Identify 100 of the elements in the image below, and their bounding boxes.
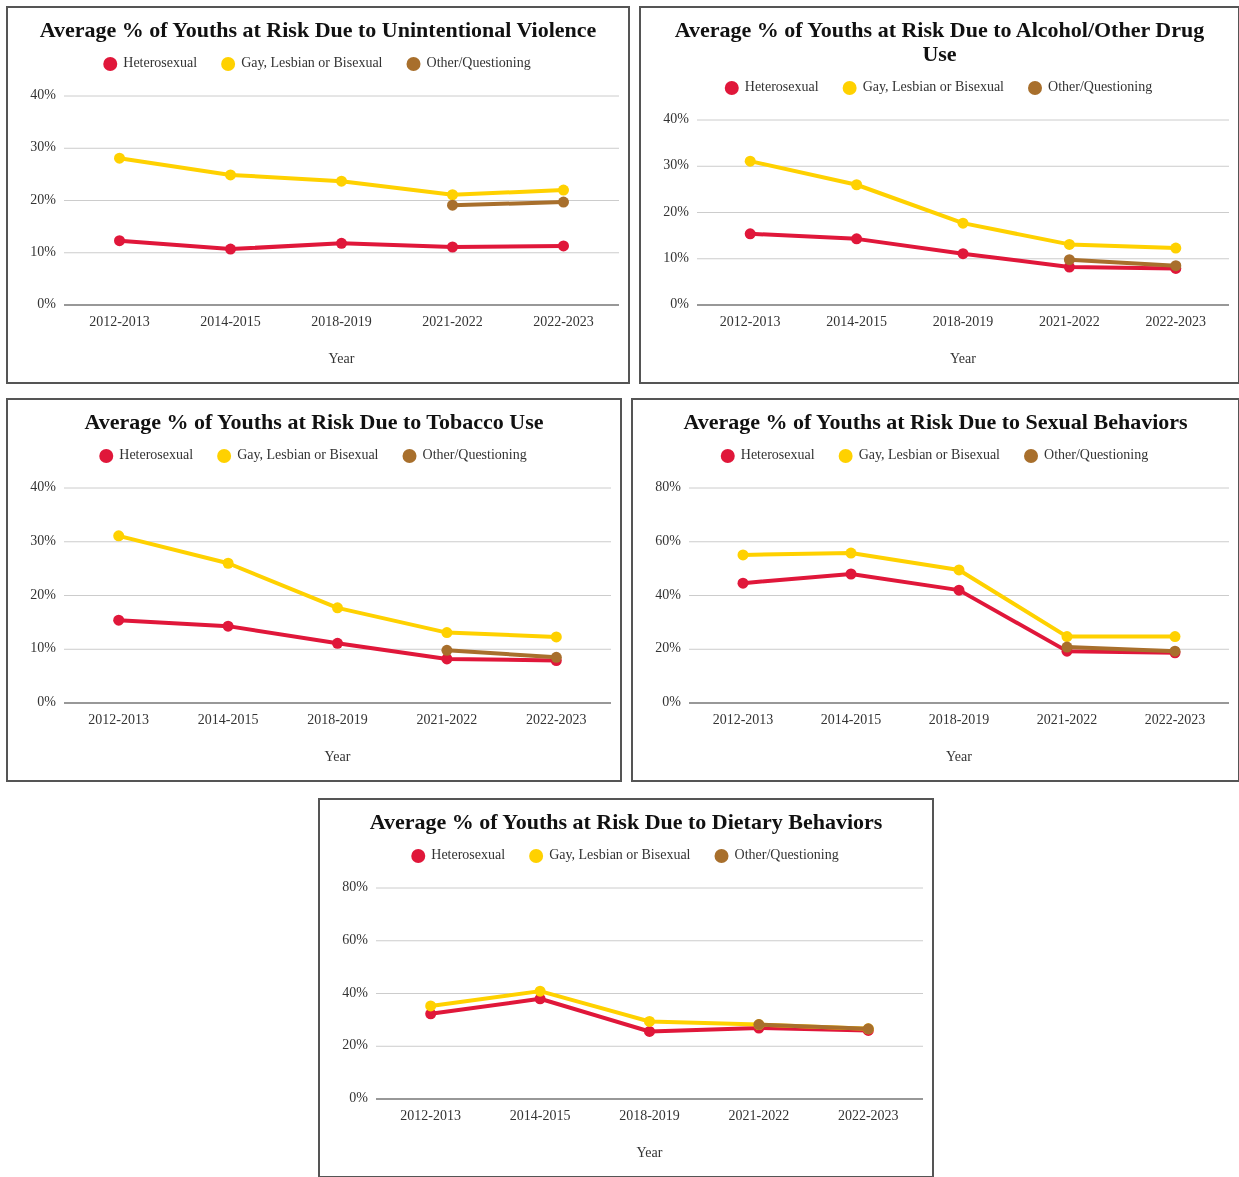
y-tick-label: 40% bbox=[30, 87, 57, 103]
y-tick-label: 40% bbox=[663, 111, 690, 127]
legend-label: Gay, Lesbian or Bisexual bbox=[241, 55, 383, 71]
chart-title: Average % of Youths at Risk Due to Unintentional Violence bbox=[39, 17, 597, 43]
point bbox=[550, 631, 562, 643]
y-tick-label: 40% bbox=[30, 479, 57, 495]
legend-label: Gay, Lesbian or Bisexual bbox=[858, 447, 1001, 463]
point bbox=[225, 243, 236, 255]
chart-title: Average % of Youths at Risk Due to Tobacco Use bbox=[84, 409, 544, 435]
legend-label: Heterosexual bbox=[744, 79, 819, 95]
point bbox=[113, 530, 125, 542]
x-tick-label: 2014-2015 bbox=[509, 1108, 571, 1124]
x-tick-label: 2012-2013 bbox=[400, 1108, 462, 1124]
point bbox=[447, 199, 458, 211]
y-tick-label: 80% bbox=[655, 479, 682, 495]
x-tick-label: 2012-2013 bbox=[719, 314, 781, 330]
y-tick-label: 30% bbox=[30, 139, 57, 155]
legend-label: Other/Questioning bbox=[1048, 79, 1153, 95]
x-tick-label: 2021-2022 bbox=[422, 314, 483, 330]
point bbox=[447, 241, 458, 253]
y-tick-label: 0% bbox=[37, 296, 57, 312]
y-tick-label: 20% bbox=[655, 640, 682, 656]
x-tick-label: 2014-2015 bbox=[820, 712, 882, 728]
point bbox=[851, 179, 863, 191]
point bbox=[336, 237, 347, 249]
x-axis-title: Year bbox=[950, 351, 977, 367]
y-tick-label: 20% bbox=[30, 586, 57, 602]
x-tick-label: 2012-2013 bbox=[712, 712, 774, 728]
point bbox=[425, 1000, 437, 1012]
y-tick-label: 10% bbox=[30, 640, 57, 656]
x-tick-label: 2014-2015 bbox=[200, 314, 261, 330]
y-tick-label: 80% bbox=[342, 879, 369, 895]
legend-label: Other/Questioning bbox=[734, 847, 839, 863]
x-axis-title: Year bbox=[946, 749, 973, 765]
y-tick-label: 20% bbox=[342, 1037, 369, 1053]
x-tick-label: 2021-2022 bbox=[416, 712, 478, 728]
point bbox=[550, 651, 562, 663]
point bbox=[332, 602, 343, 614]
legend-label: Gay, Lesbian or Bisexual bbox=[549, 847, 691, 863]
point bbox=[114, 235, 125, 247]
point bbox=[1061, 631, 1073, 643]
point bbox=[447, 189, 458, 201]
y-tick-label: 0% bbox=[662, 694, 682, 710]
y-tick-label: 0% bbox=[349, 1090, 369, 1106]
y-tick-label: 40% bbox=[655, 586, 682, 602]
legend-label: Heterosexual bbox=[431, 847, 506, 863]
point bbox=[222, 557, 234, 569]
point bbox=[1169, 631, 1181, 643]
y-tick-label: 10% bbox=[663, 249, 690, 265]
x-tick-label: 2018-2019 bbox=[928, 712, 990, 728]
point bbox=[222, 620, 234, 632]
legend-label: Heterosexual bbox=[119, 447, 194, 463]
x-tick-label: 2012-2013 bbox=[89, 314, 150, 330]
legend-label: Other/Questioning bbox=[422, 447, 527, 463]
y-tick-label: 30% bbox=[30, 532, 57, 548]
x-tick-label: 2022-2023 bbox=[525, 712, 587, 728]
point bbox=[534, 985, 546, 997]
point bbox=[744, 155, 756, 167]
point bbox=[845, 568, 857, 580]
point bbox=[558, 196, 569, 208]
chart-title: Average % of Youths at Risk Due to Dietary Behaviors bbox=[369, 809, 883, 835]
point bbox=[845, 547, 857, 559]
x-axis-title: Year bbox=[328, 351, 355, 367]
point bbox=[953, 584, 965, 596]
y-tick-label: 0% bbox=[37, 694, 57, 710]
point bbox=[558, 240, 569, 252]
x-tick-label: 2018-2019 bbox=[307, 712, 368, 728]
x-axis-title: Year bbox=[636, 1145, 663, 1161]
point bbox=[332, 637, 343, 649]
x-tick-label: 2022-2023 bbox=[533, 314, 594, 330]
point bbox=[114, 152, 125, 164]
point bbox=[441, 644, 453, 656]
y-tick-label: 0% bbox=[670, 296, 690, 312]
chart-title: Average % of Youths at Risk Due to Alcohol/Other Drug Use bbox=[674, 17, 1205, 67]
x-tick-label: 2022-2023 bbox=[837, 1108, 899, 1124]
y-tick-label: 20% bbox=[663, 203, 690, 219]
y-tick-label: 40% bbox=[342, 984, 369, 1000]
x-axis-title: Year bbox=[324, 749, 351, 765]
point bbox=[441, 627, 453, 639]
point bbox=[644, 1025, 655, 1037]
point bbox=[225, 169, 236, 181]
point bbox=[113, 614, 125, 626]
point bbox=[1170, 242, 1182, 254]
chart-title: Average % of Youths at Risk Due to Sexual Behaviors bbox=[683, 409, 1189, 435]
point bbox=[558, 184, 569, 196]
y-tick-label: 30% bbox=[663, 157, 690, 173]
legend-label: Gay, Lesbian or Bisexual bbox=[862, 79, 1005, 95]
legend-label: Other/Questioning bbox=[1044, 447, 1149, 463]
y-tick-label: 60% bbox=[655, 532, 682, 548]
x-tick-label: 2012-2013 bbox=[88, 712, 150, 728]
point bbox=[644, 1015, 655, 1027]
point bbox=[1063, 238, 1075, 250]
point bbox=[1063, 254, 1075, 266]
y-tick-label: 20% bbox=[30, 191, 57, 207]
x-tick-label: 2018-2019 bbox=[619, 1108, 680, 1124]
x-tick-label: 2014-2015 bbox=[826, 314, 887, 330]
legend-label: Gay, Lesbian or Bisexual bbox=[237, 447, 379, 463]
x-tick-label: 2022-2023 bbox=[1144, 712, 1206, 728]
x-tick-label: 2021-2022 bbox=[728, 1108, 790, 1124]
x-tick-label: 2021-2022 bbox=[1039, 314, 1100, 330]
